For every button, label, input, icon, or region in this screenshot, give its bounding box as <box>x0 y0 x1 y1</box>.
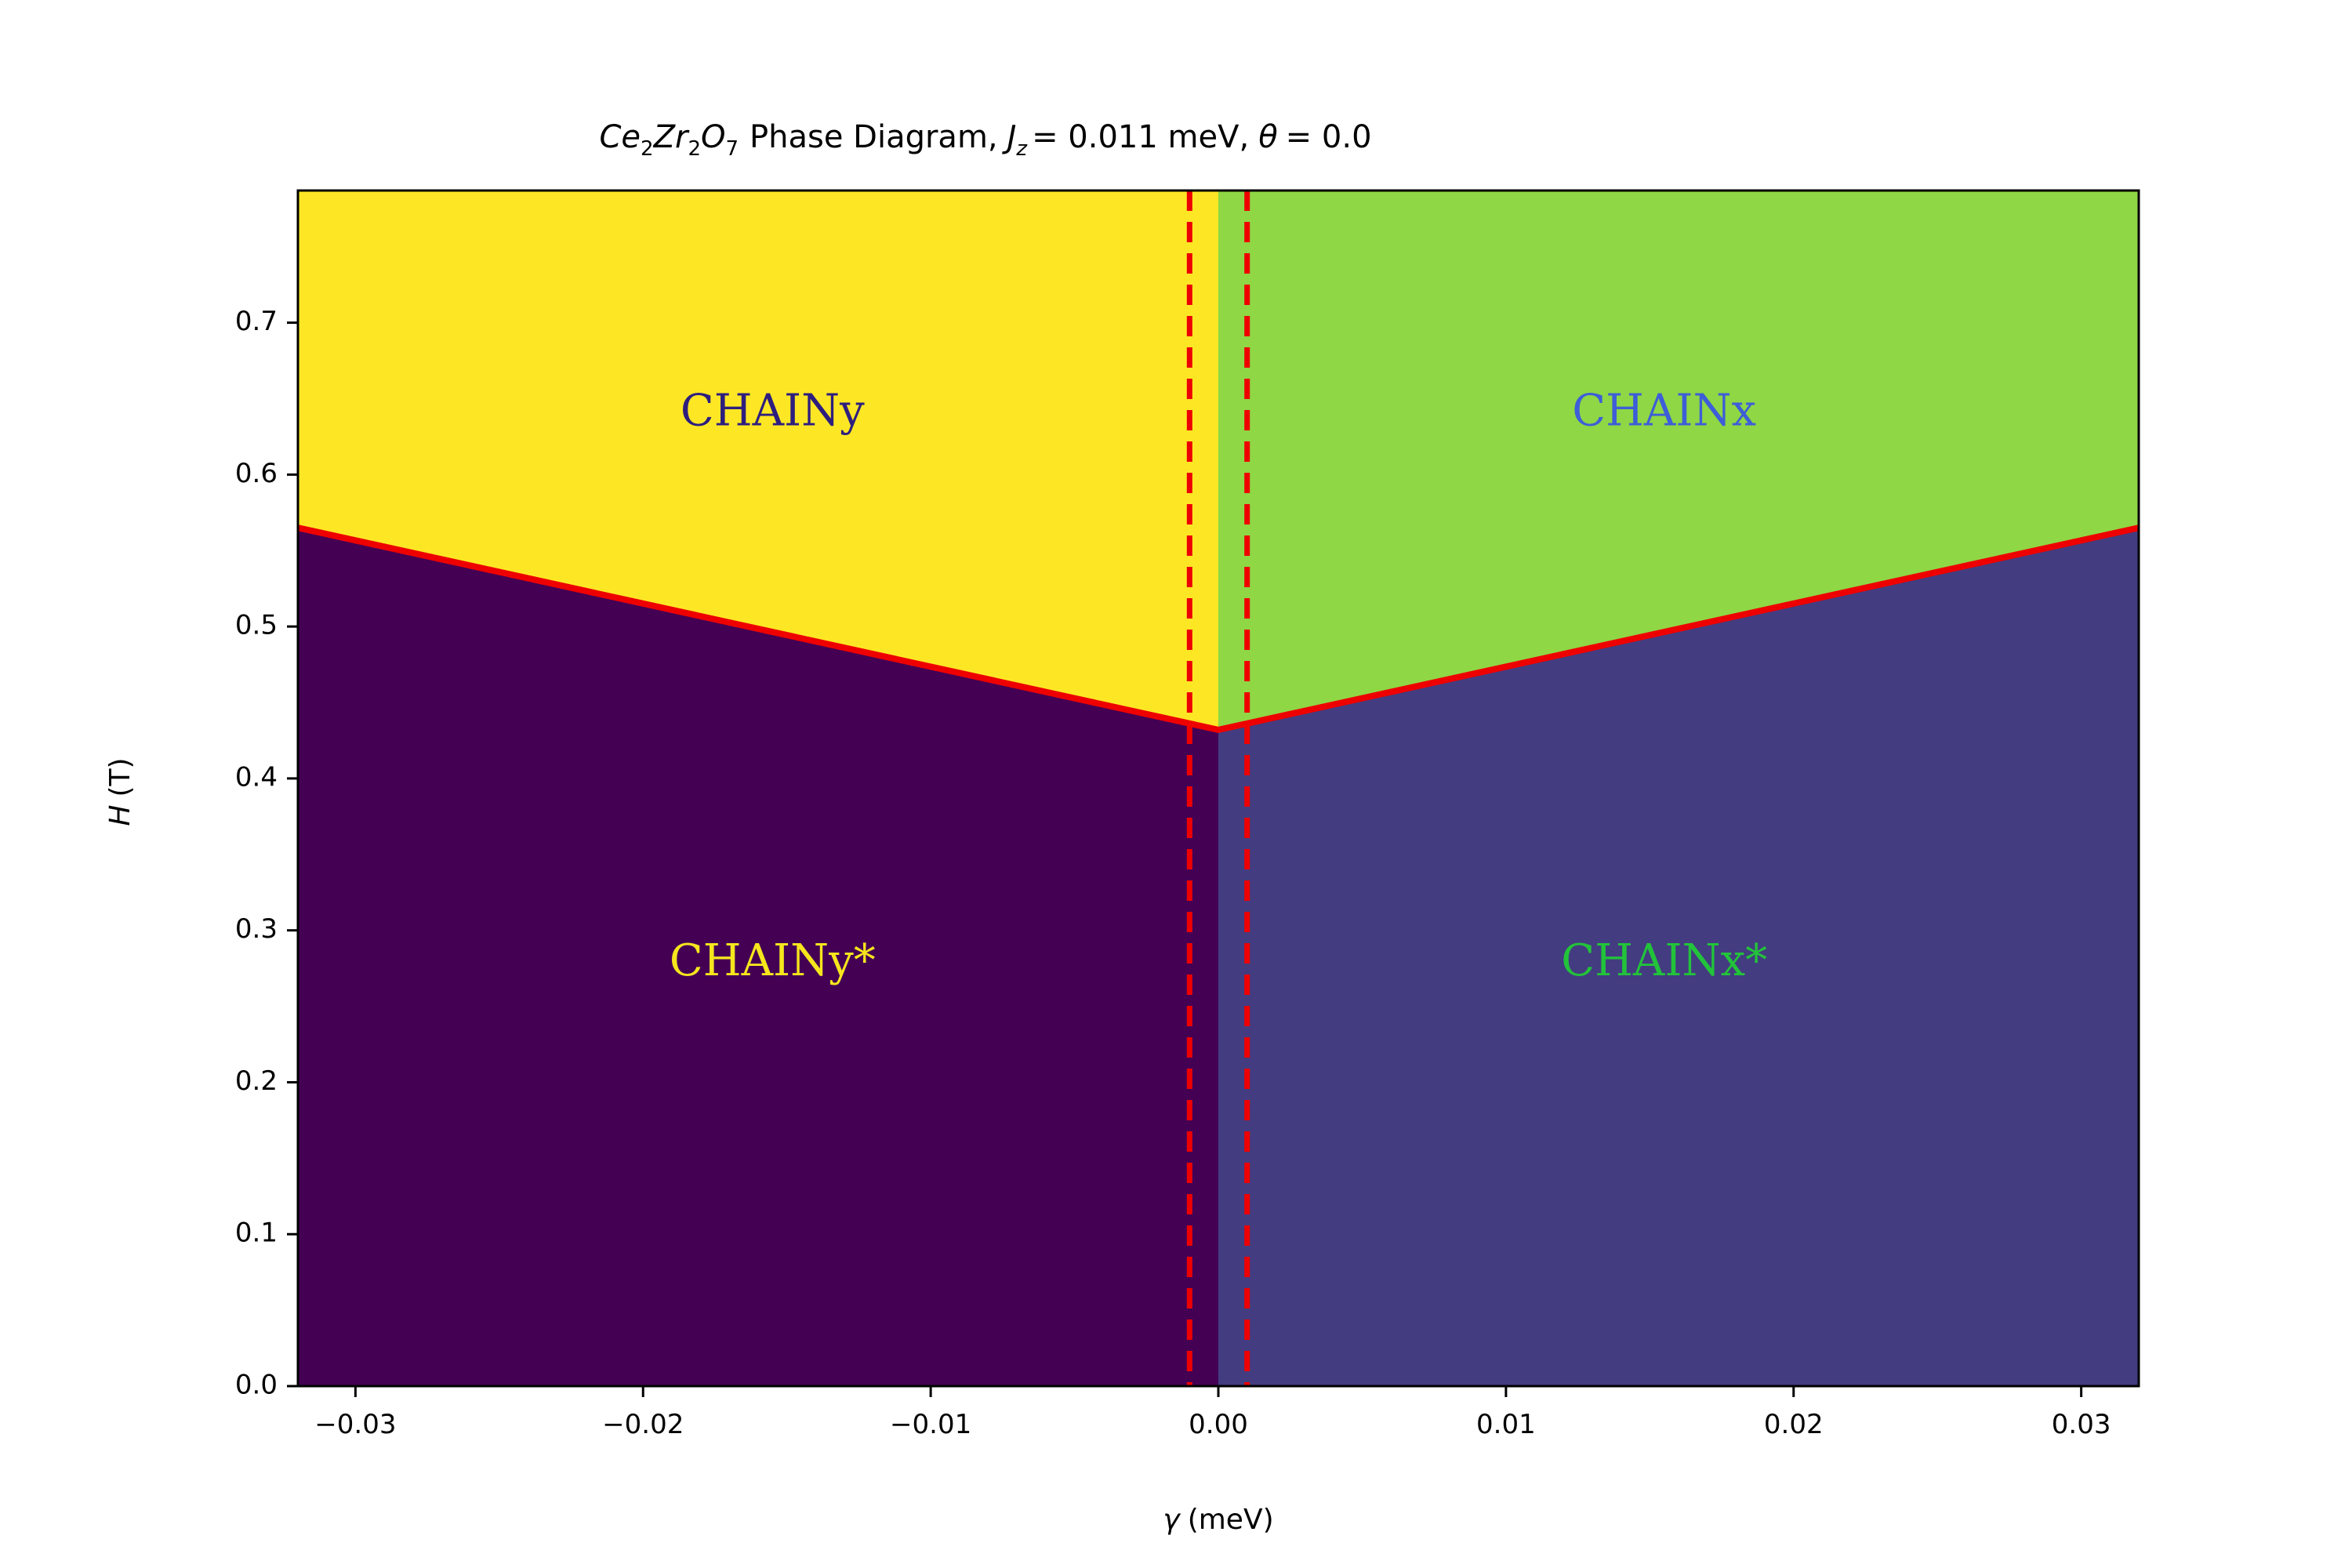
x-tick-label: −0.02 <box>602 1409 684 1440</box>
y-tick-label: 0.5 <box>235 610 278 641</box>
region-chainx-star <box>1218 528 2139 1386</box>
y-tick-label: 0.3 <box>235 913 278 945</box>
phase-boundary-line <box>297 524 2140 733</box>
y-tick-label: 0.0 <box>235 1370 278 1401</box>
x-tick-label: 0.00 <box>1189 1409 1248 1440</box>
y-tick-label: 0.2 <box>235 1065 278 1097</box>
y-tick-label: 0.6 <box>235 458 278 489</box>
region-chainy <box>298 191 1218 730</box>
y-axis-label: H(T) <box>104 757 136 826</box>
x-tick-label: 0.01 <box>1476 1409 1536 1440</box>
region-chainx <box>1218 191 2139 730</box>
region-label-chainx-star: CHAINx* <box>1561 935 1767 986</box>
y-tick-label: 0.1 <box>235 1218 278 1249</box>
y-tick-label: 0.7 <box>235 306 278 337</box>
region-label-chainy-star: CHAINy* <box>670 935 876 986</box>
y-tick-label: 0.4 <box>235 761 278 793</box>
plot-area: CHAINy CHAINx CHAINy* CHAINx* −0.03 −0.02 −0.0… <box>235 189 2140 1440</box>
x-axis-label: γ (meV) <box>1163 1504 1273 1536</box>
x-tick-label: −0.01 <box>890 1409 971 1440</box>
x-tick-label: 0.02 <box>1764 1409 1824 1440</box>
chart-title: Ce2Zr2O7 Phase Diagram, Jz = 0.011 meV, θ = 0… <box>599 119 1371 161</box>
x-tick-label: −0.03 <box>314 1409 396 1440</box>
region-label-chainy: CHAINy <box>681 385 865 436</box>
region-label-chainx: CHAINx <box>1572 385 1756 436</box>
region-chainy-star <box>298 528 1218 1386</box>
x-tick-label: 0.03 <box>2052 1409 2111 1440</box>
